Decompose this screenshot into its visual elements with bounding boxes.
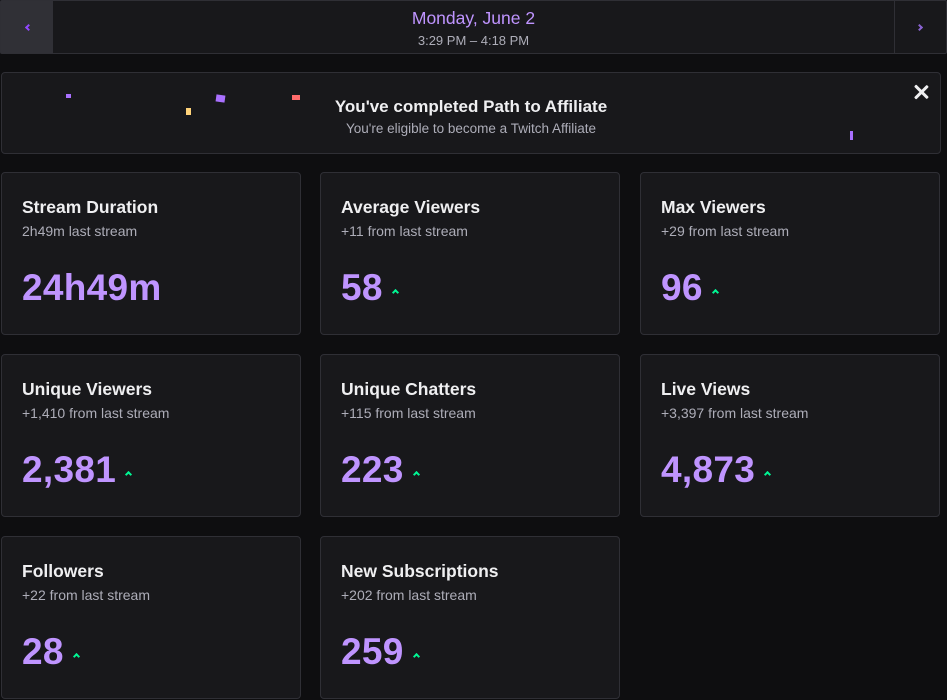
- stat-value: 223: [341, 449, 404, 490]
- trend-up-icon: [764, 470, 772, 478]
- banner-title: You've completed Path to Affiliate: [334, 97, 608, 116]
- trend-up-icon: [412, 652, 420, 660]
- stat-card-stream-duration: Stream Duration 2h49m last stream 24h49m: [1, 172, 301, 335]
- stat-card-average-viewers: Average Viewers +11 from last stream 58: [320, 172, 620, 335]
- stat-delta: 2h49m last stream: [22, 223, 138, 239]
- stat-title: Live Views: [661, 379, 751, 399]
- trend-up-icon: [391, 288, 399, 296]
- stat-card-max-viewers: Max Viewers +29 from last stream 96: [640, 172, 940, 335]
- stat-delta: +202 from last stream: [341, 587, 477, 603]
- confetti-icon: [850, 131, 853, 140]
- stat-title: Max Viewers: [661, 197, 766, 217]
- stat-title: Unique Viewers: [22, 379, 153, 399]
- trend-up-icon: [412, 470, 420, 478]
- stat-delta: +1,410 from last stream: [22, 405, 170, 421]
- stat-title: New Subscriptions: [341, 561, 499, 581]
- stat-value: 28: [22, 631, 64, 672]
- stat-title: Followers: [22, 561, 104, 581]
- date-navigator: Monday, June 2 3:29 PM – 4:18 PM: [0, 0, 947, 54]
- stat-title: Average Viewers: [341, 197, 481, 217]
- confetti-icon: [186, 108, 191, 115]
- stream-date: Monday, June 2: [411, 8, 536, 28]
- stat-card-unique-chatters: Unique Chatters +115 from last stream 22…: [320, 354, 620, 517]
- affiliate-banner: You've completed Path to Affiliate You'r…: [1, 72, 941, 154]
- stat-card-unique-viewers: Unique Viewers +1,410 from last stream 2…: [1, 354, 301, 517]
- confetti-icon: [292, 95, 300, 100]
- stream-time-range: 3:29 PM – 4:18 PM: [417, 33, 530, 48]
- stat-value: 4,873: [661, 449, 756, 490]
- confetti-icon: [66, 94, 71, 98]
- close-icon[interactable]: [912, 83, 930, 101]
- trend-up-icon: [72, 652, 80, 660]
- stat-delta: +29 from last stream: [661, 223, 789, 239]
- stat-card-new-subscriptions: New Subscriptions +202 from last stream …: [320, 536, 620, 699]
- stat-title: Stream Duration: [22, 197, 159, 217]
- stat-delta: +11 from last stream: [341, 223, 468, 239]
- previous-stream-button[interactable]: [1, 1, 53, 53]
- stat-value: 58: [341, 267, 383, 308]
- stat-title: Unique Chatters: [341, 379, 477, 399]
- stat-delta: +22 from last stream: [22, 587, 150, 603]
- stat-value: 259: [341, 631, 404, 672]
- chevron-right-icon: [915, 23, 924, 31]
- trend-up-icon: [711, 288, 719, 296]
- stat-card-live-views: Live Views +3,397 from last stream 4,873: [640, 354, 940, 517]
- trend-up-icon: [125, 470, 133, 478]
- stat-value: 96: [661, 267, 703, 308]
- stat-value: 24h49m: [22, 267, 162, 308]
- stat-delta: +115 from last stream: [341, 405, 476, 421]
- stat-delta: +3,397 from last stream: [661, 405, 809, 421]
- banner-subtitle: You're eligible to become a Twitch Affil…: [346, 121, 596, 136]
- stat-value: 2,381: [22, 449, 117, 490]
- stat-card-followers: Followers +22 from last stream 28: [1, 536, 301, 699]
- next-stream-button[interactable]: [894, 1, 946, 53]
